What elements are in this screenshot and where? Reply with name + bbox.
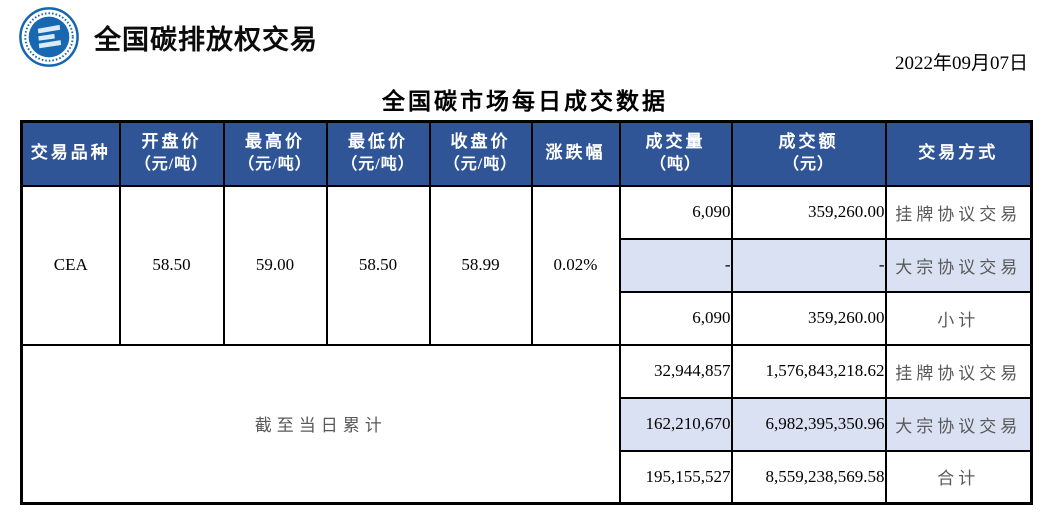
- table-row: 6,090 359,260.00 小计: [22, 290, 1033, 346]
- volume-cell: 6,090: [618, 184, 733, 240]
- table-row: 195,155,527 8,559,238,569.58 合计: [22, 449, 1033, 505]
- col-header-low: 最低价 （元/吨）: [325, 120, 431, 187]
- low-price-cell: 58.50: [325, 184, 431, 346]
- col-header-amount: 成交额 （元）: [730, 120, 887, 187]
- product-cell: CEA: [20, 184, 121, 346]
- change-pct-cell: 0.02%: [530, 184, 621, 346]
- high-price-cell: 59.00: [222, 184, 328, 346]
- open-price-cell: 58.50: [118, 184, 225, 346]
- method-cell: 大宗协议交易: [884, 237, 1033, 293]
- volume-cell: 195,155,527: [618, 449, 733, 505]
- col-header-product: 交易品种: [20, 120, 121, 187]
- report-date: 2022年09月07日: [894, 53, 1028, 74]
- table-row: - - 大宗协议交易: [22, 237, 1033, 293]
- method-cell: 大宗协议交易: [884, 396, 1033, 452]
- close-price-cell: 58.99: [428, 184, 533, 346]
- col-header-change: 涨跌幅: [530, 120, 621, 187]
- method-cell: 挂牌协议交易: [884, 184, 1033, 240]
- brand-header: 全国碳排放权交易: [18, 6, 318, 68]
- table-row: CEA 58.50 59.00 58.50 58.99 0.02% 6,090 …: [20, 184, 1033, 346]
- brand-title: 全国碳排放权交易: [94, 24, 318, 55]
- volume-cell: 6,090: [618, 290, 733, 346]
- col-header-open: 开盘价 （元/吨）: [118, 120, 225, 187]
- table-row: 162,210,670 6,982,395,350.96 大宗协议交易: [22, 396, 1033, 452]
- daily-trading-table: 交易品种 开盘价 （元/吨） 最高价 （元/吨） 最低价 （元/吨） 收盘价 （元/吨）…: [20, 120, 1033, 505]
- amount-cell: -: [730, 237, 887, 293]
- amount-cell: 359,260.00: [730, 184, 887, 240]
- amount-cell: 1,576,843,218.62: [730, 343, 887, 399]
- volume-cell: 162,210,670: [618, 396, 733, 452]
- table-row: 截至当日累计 32,944,857 1,576,843,218.62 挂牌协议交…: [20, 343, 1033, 505]
- col-header-method: 交易方式: [884, 120, 1033, 187]
- table-header-row: 交易品种 开盘价 （元/吨） 最高价 （元/吨） 最低价 （元/吨） 收盘价 （元/吨）…: [20, 120, 1033, 187]
- subtotal-label-cell: 小计: [884, 290, 1033, 346]
- volume-cell: 32,944,857: [618, 343, 733, 399]
- carbon-exchange-logo-icon: [19, 7, 79, 67]
- col-header-high: 最高价 （元/吨）: [222, 120, 328, 187]
- amount-cell: 8,559,238,569.58: [730, 449, 887, 505]
- cumulative-label-cell: 截至当日累计: [20, 343, 621, 505]
- method-cell: 挂牌协议交易: [884, 343, 1033, 399]
- col-header-volume: 成交量 （吨）: [618, 120, 733, 187]
- amount-cell: 359,260.00: [730, 290, 887, 346]
- volume-cell: -: [618, 237, 733, 293]
- amount-cell: 6,982,395,350.96: [730, 396, 887, 452]
- col-header-close: 收盘价 （元/吨）: [428, 120, 533, 187]
- page-title: 全国碳市场每日成交数据: [382, 89, 668, 114]
- total-label-cell: 合计: [884, 449, 1033, 505]
